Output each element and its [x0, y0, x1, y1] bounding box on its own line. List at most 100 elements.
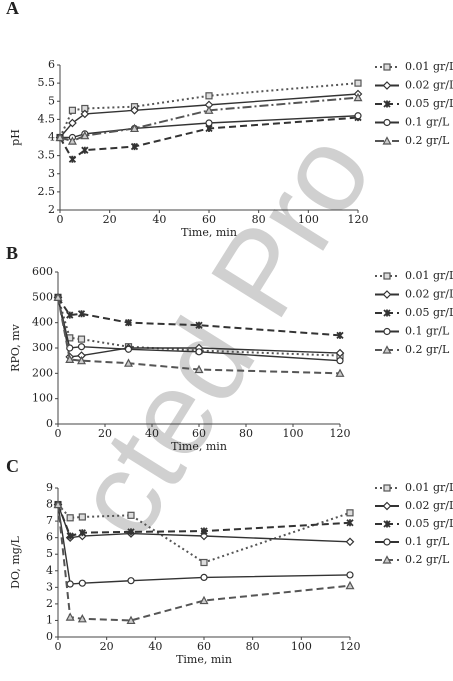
legend-label: 0.1 gr/L: [405, 535, 450, 548]
x-axis-label: Time, min: [171, 440, 227, 453]
x-tick-label: 60: [202, 213, 216, 226]
marker: [130, 142, 139, 151]
marker: [345, 537, 355, 547]
legend-label: 0.02 gr/L: [405, 79, 453, 92]
x-tick-label: 120: [348, 213, 369, 226]
marker: [205, 92, 213, 100]
marker: [335, 348, 345, 358]
marker: [77, 335, 86, 343]
x-tick-label: 0: [55, 427, 62, 440]
panel-label: B: [6, 243, 18, 263]
marker: [65, 612, 75, 621]
x-tick-label: 40: [145, 427, 159, 440]
legend-marker: [383, 538, 391, 546]
marker: [127, 577, 135, 585]
y-tick-label: 300: [32, 341, 53, 354]
marker: [205, 119, 213, 127]
marker: [66, 580, 74, 588]
legend-marker: [382, 345, 392, 354]
marker: [346, 519, 354, 527]
legend-label: 0.2 gr/L: [405, 343, 450, 356]
panel-label: C: [6, 456, 19, 476]
marker: [68, 155, 77, 163]
y-tick-label: 2: [46, 597, 53, 610]
marker: [200, 527, 208, 535]
x-tick-label: 120: [330, 427, 351, 440]
marker: [65, 354, 75, 363]
series-line: [59, 116, 359, 161]
legend-marker: [383, 118, 391, 127]
marker: [53, 499, 63, 509]
marker: [199, 595, 209, 605]
x-tick-label: 20: [103, 213, 117, 226]
y-tick-label: 400: [32, 316, 53, 329]
legend-marker: [383, 100, 391, 108]
marker: [127, 528, 135, 536]
series-line: [59, 93, 359, 138]
legend-label: 0.01 gr/L: [405, 60, 453, 73]
marker: [336, 357, 344, 365]
y-tick-label: 6: [46, 531, 53, 544]
marker: [55, 132, 65, 142]
legend-label: 0.2 gr/L: [405, 134, 450, 147]
legend-marker: [383, 520, 391, 528]
marker: [354, 79, 362, 87]
series-line: [57, 297, 341, 362]
x-tick-label: 80: [252, 213, 266, 226]
y-axis-label: pH: [9, 129, 22, 146]
series-line: [59, 96, 359, 143]
y-tick-label: 9: [46, 481, 53, 494]
marker: [204, 105, 214, 114]
legend-marker: [383, 484, 391, 492]
legend-marker: [382, 81, 392, 90]
legend-label: 0.01 gr/L: [405, 481, 453, 494]
marker: [199, 531, 209, 541]
watermark: cted Pro: [47, 110, 397, 560]
y-tick-label: 5: [46, 547, 53, 560]
legend-label: 0.02 gr/L: [405, 288, 453, 301]
legend-label: 0.2 gr/L: [405, 553, 450, 566]
y-tick-label: 600: [32, 265, 53, 278]
legend-label: 0.05 gr/L: [405, 517, 453, 530]
x-tick-label: 120: [340, 640, 361, 653]
series-line: [57, 504, 351, 538]
legend-label: 0.1 gr/L: [405, 116, 450, 129]
x-tick-label: 40: [152, 213, 166, 226]
legend-marker: [383, 272, 391, 280]
series-line: [57, 504, 351, 543]
x-tick-label: 0: [55, 640, 62, 653]
marker: [336, 331, 344, 339]
legend-marker: [383, 309, 391, 317]
y-tick-label: 8: [46, 498, 53, 511]
series-line: [57, 297, 341, 357]
legend-label: 0.01 gr/L: [405, 269, 453, 282]
legend-marker: [382, 290, 392, 299]
marker: [200, 558, 208, 567]
marker: [335, 368, 345, 377]
marker: [129, 123, 140, 133]
x-tick-label: 60: [197, 640, 211, 653]
legend-label: 0.05 gr/L: [405, 306, 453, 319]
marker: [78, 579, 86, 587]
y-tick-label: 0: [46, 417, 53, 430]
marker: [124, 345, 133, 353]
x-tick-label: 80: [246, 640, 260, 653]
y-tick-label: 3.5: [38, 149, 56, 162]
legend-label: 0.1 gr/L: [405, 325, 450, 338]
marker: [68, 106, 77, 114]
marker: [77, 310, 86, 318]
x-tick-label: 0: [57, 213, 64, 226]
marker: [67, 136, 77, 145]
y-tick-label: 4: [48, 131, 55, 144]
marker: [345, 580, 355, 590]
y-axis-label: DO, mg/L: [9, 535, 22, 588]
series-line: [57, 504, 351, 622]
x-tick-label: 20: [100, 640, 114, 653]
legend-label: 0.05 gr/L: [405, 97, 453, 110]
marker: [66, 514, 74, 522]
y-tick-label: 6: [48, 58, 55, 71]
marker: [195, 348, 203, 356]
marker: [68, 118, 77, 128]
y-axis-label: RPO, mv: [9, 323, 22, 371]
